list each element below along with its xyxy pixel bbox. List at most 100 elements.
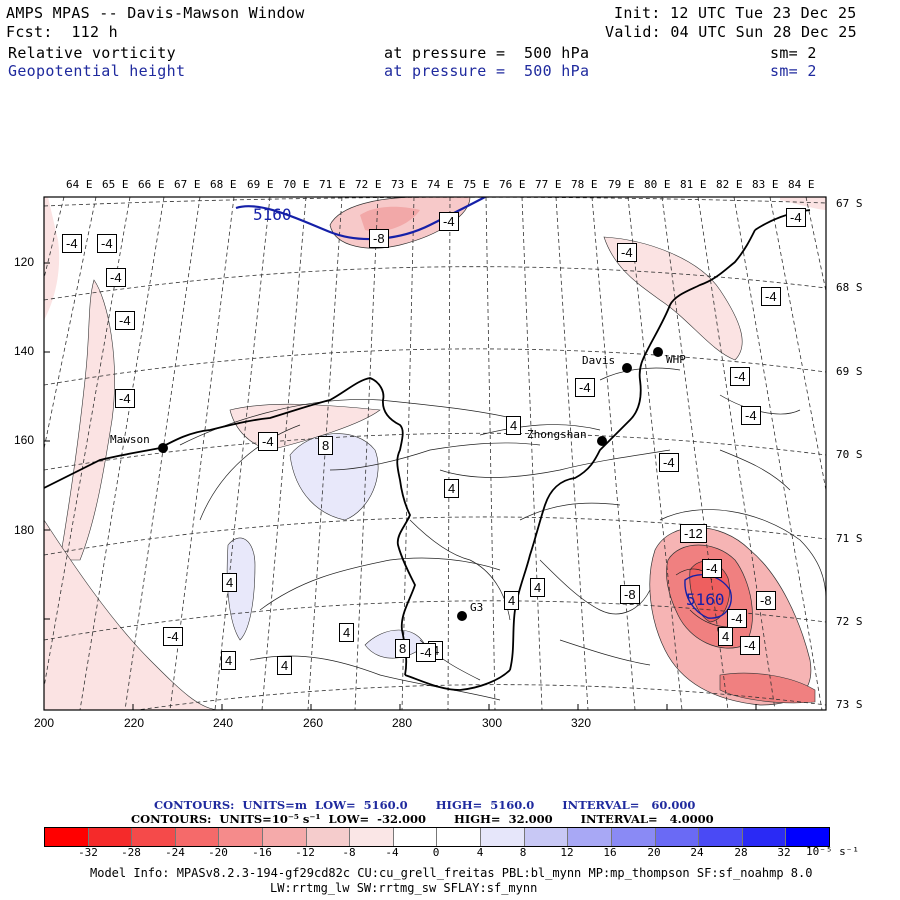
model-info-line2: LW:rrtmg_lw SW:rrtmg_sw SFLAY:sf_mynn xyxy=(270,881,538,895)
latitude-label: 67 S xyxy=(836,197,863,210)
longitude-label: 65 E xyxy=(102,178,129,191)
vorticity-value-label: -4 xyxy=(115,311,135,330)
station-dot-g3[interactable] xyxy=(457,611,467,621)
vorticity-value-label: -4 xyxy=(106,268,126,287)
latitude-label: 71 S xyxy=(836,532,863,545)
positive-vorticity-area xyxy=(289,433,379,521)
field2-smoothing: sm= 2 xyxy=(770,62,817,80)
vorticity-value-label: -4 xyxy=(727,609,747,628)
vorticity-value-label: 4 xyxy=(221,651,237,670)
vorticity-value-label: 4 xyxy=(718,627,734,646)
vorticity-value-label: 4 xyxy=(504,591,520,610)
vorticity-value-label: 4 xyxy=(222,573,238,592)
vorticity-value-label: -4 xyxy=(617,243,637,262)
longitude-label: 76 E xyxy=(499,178,526,191)
colorbar-segment xyxy=(699,828,743,846)
x-tick-label: 240 xyxy=(213,716,234,730)
colorbar-label: 8 xyxy=(519,846,527,859)
negative-vorticity-area xyxy=(603,236,743,361)
y-tick-label: 180 xyxy=(14,523,35,537)
colorbar-segment xyxy=(611,828,656,846)
vorticity-value-label: -4 xyxy=(741,406,761,425)
vorticity-value-label: -4 xyxy=(659,453,679,472)
longitude-label: 74 E xyxy=(427,178,454,191)
latitude-label: 73 S xyxy=(836,698,863,711)
colorbar-label: -20 xyxy=(208,846,228,859)
vorticity-value-label: -4 xyxy=(62,234,82,253)
colorbar-label: 24 xyxy=(690,846,704,859)
station-dot-zhongshan[interactable] xyxy=(597,436,607,446)
colorbar-segment xyxy=(393,828,438,846)
vorticity-value-label: -4 xyxy=(163,627,183,646)
x-tick-label: 220 xyxy=(124,716,145,730)
longitude-label: 69 E xyxy=(247,178,274,191)
longitude-label: 71 E xyxy=(319,178,346,191)
colorbar-label: -24 xyxy=(165,846,185,859)
colorbar-segment xyxy=(786,828,829,846)
field2-level: at pressure = 500 hPa xyxy=(384,62,590,80)
vorticity-value-label: -4 xyxy=(258,432,278,451)
map-title: AMPS MPAS -- Davis-Mawson Window xyxy=(6,4,305,22)
colorbar-label: -12 xyxy=(295,846,315,859)
station-label-mawson: Mawson xyxy=(110,433,150,446)
vorticity-value-label: -8 xyxy=(369,229,389,248)
colorbar-segment xyxy=(219,828,264,846)
colorbar-label: 28 xyxy=(734,846,748,859)
x-tick-label: 300 xyxy=(482,716,503,730)
y-tick-label: 140 xyxy=(14,344,35,358)
longitude-label: 80 E xyxy=(644,178,671,191)
height-contour-legend: CONTOURS: UNITS=m LOW= 5160.0 HIGH= 5160… xyxy=(154,798,696,812)
valid-time: Valid: 04 UTC Sun 28 Dec 25 xyxy=(605,23,857,41)
latitude-label: 72 S xyxy=(836,615,863,628)
field2-name: Geopotential height xyxy=(8,62,186,80)
x-tick-label: 280 xyxy=(392,716,413,730)
vorticity-value-label: -8 xyxy=(756,591,776,610)
vorticity-value-label: 4 xyxy=(444,479,460,498)
colorbar-segment xyxy=(742,828,787,846)
colorbar-label: -32 xyxy=(78,846,98,859)
vorticity-value-label: 8 xyxy=(318,436,334,455)
x-tick-label: 260 xyxy=(303,716,324,730)
colorbar-label: -4 xyxy=(385,846,399,859)
station-dot-davis[interactable] xyxy=(622,363,632,373)
longitude-label: 70 E xyxy=(283,178,310,191)
longitude-label: 66 E xyxy=(138,178,165,191)
longitude-label: 78 E xyxy=(571,178,598,191)
axis-ticks xyxy=(43,262,757,710)
vorticity-value-label: -4 xyxy=(97,234,117,253)
colorbar-label: -28 xyxy=(121,846,141,859)
longitude-label: 77 E xyxy=(535,178,562,191)
colorbar-segment xyxy=(306,828,351,846)
longitude-label: 68 E xyxy=(210,178,237,191)
negative-vorticity-area xyxy=(360,206,420,232)
field1-smoothing: sm= 2 xyxy=(770,44,817,62)
colorbar-segment xyxy=(88,828,133,846)
colorbar-segment xyxy=(175,828,220,846)
vorticity-value-label: -4 xyxy=(115,389,135,408)
colorbar-segment xyxy=(568,828,612,846)
negative-vorticity-area xyxy=(780,197,826,210)
longitude-label: 79 E xyxy=(608,178,635,191)
colorbar-segment xyxy=(655,828,700,846)
vorticity-value-label: -4 xyxy=(730,367,750,386)
longitude-label: 67 E xyxy=(174,178,201,191)
longitude-label: 73 E xyxy=(391,178,418,191)
negative-vorticity-area xyxy=(44,197,60,320)
longitude-label: 82 E xyxy=(716,178,743,191)
y-tick-label: 120 xyxy=(14,255,35,269)
map-frame xyxy=(43,196,827,711)
station-dot-whp[interactable] xyxy=(653,347,663,357)
colorbar-segment xyxy=(524,828,569,846)
vorticity-value-label: -4 xyxy=(786,208,806,227)
colorbar-segment xyxy=(132,828,176,846)
height-label: 5160 xyxy=(686,590,725,609)
longitude-label: 84 E xyxy=(788,178,815,191)
longitude-label: 72 E xyxy=(355,178,382,191)
vorticity-value-label: 8 xyxy=(395,639,411,658)
vorticity-value-label: -4 xyxy=(702,559,722,578)
station-dot-mawson[interactable] xyxy=(158,443,168,453)
colorbar-segment xyxy=(263,828,307,846)
colorbar-unit: 10⁻⁵ s⁻¹ xyxy=(806,845,859,858)
vorticity-value-label: 4 xyxy=(506,416,522,435)
